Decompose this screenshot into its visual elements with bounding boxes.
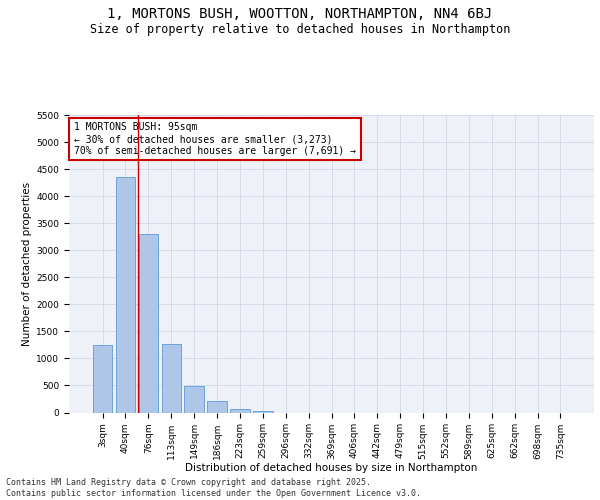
Text: 1, MORTONS BUSH, WOOTTON, NORTHAMPTON, NN4 6BJ: 1, MORTONS BUSH, WOOTTON, NORTHAMPTON, N… bbox=[107, 8, 493, 22]
Text: Size of property relative to detached houses in Northampton: Size of property relative to detached ho… bbox=[90, 22, 510, 36]
Bar bbox=[139, 234, 158, 412]
Bar bbox=[116, 177, 135, 412]
Text: Contains HM Land Registry data © Crown copyright and database right 2025.
Contai: Contains HM Land Registry data © Crown c… bbox=[6, 478, 421, 498]
Bar bbox=[230, 408, 250, 412]
Bar bbox=[208, 401, 227, 412]
Bar bbox=[253, 411, 272, 412]
Bar bbox=[161, 344, 181, 412]
Bar bbox=[184, 386, 204, 412]
X-axis label: Distribution of detached houses by size in Northampton: Distribution of detached houses by size … bbox=[185, 463, 478, 473]
Bar bbox=[93, 345, 112, 412]
Y-axis label: Number of detached properties: Number of detached properties bbox=[22, 182, 32, 346]
Text: 1 MORTONS BUSH: 95sqm
← 30% of detached houses are smaller (3,273)
70% of semi-d: 1 MORTONS BUSH: 95sqm ← 30% of detached … bbox=[74, 122, 356, 156]
